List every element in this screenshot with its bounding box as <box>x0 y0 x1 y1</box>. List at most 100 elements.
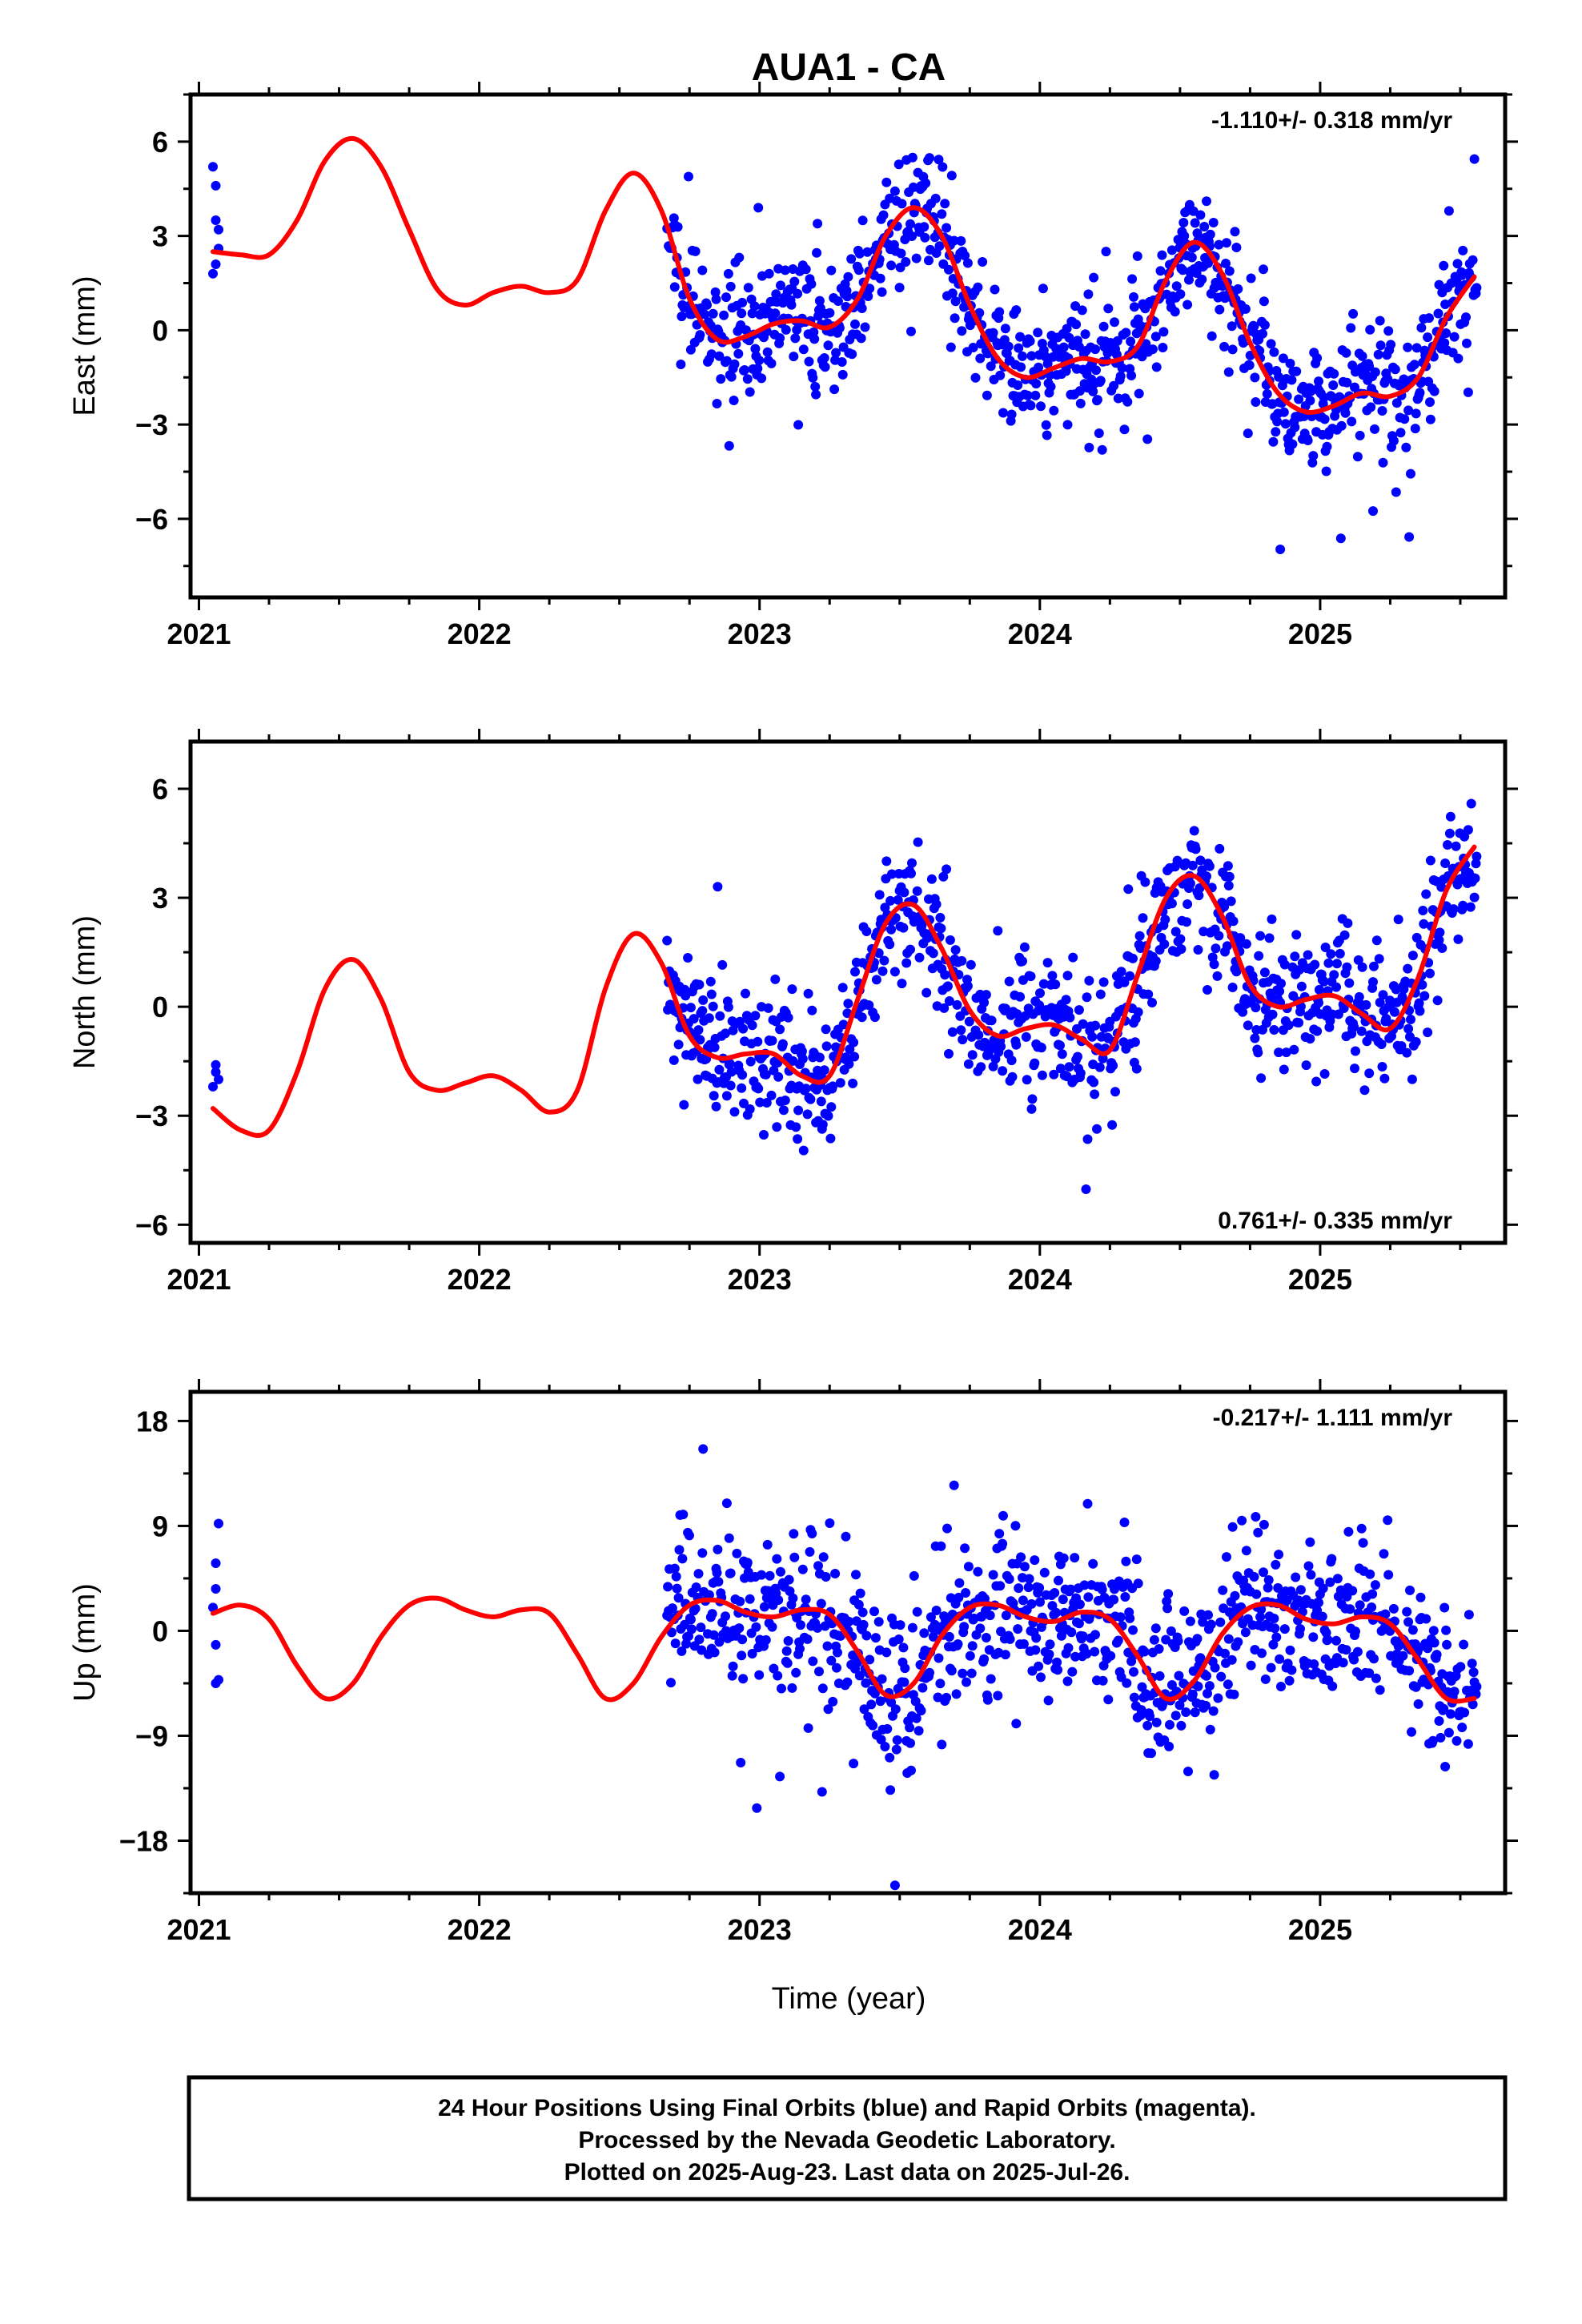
up-data-point <box>1317 1611 1327 1622</box>
up-data-point <box>958 1668 968 1679</box>
north-data-point <box>1281 1047 1291 1058</box>
north-data-point <box>694 979 705 990</box>
north-data-point <box>801 1084 811 1094</box>
up-data-point <box>1251 1512 1261 1522</box>
footer-box: 24 Hour Positions Using Final Orbits (bl… <box>187 2075 1508 2201</box>
up-data-point <box>1162 1603 1173 1614</box>
north-data-point <box>889 967 900 977</box>
north-data-point <box>1267 1009 1278 1019</box>
east-data-point <box>994 307 1005 317</box>
up-data-point <box>817 1787 827 1797</box>
east-data-point <box>896 248 906 259</box>
north-data-point <box>1303 950 1313 960</box>
up-data-point <box>1109 1594 1119 1605</box>
north-data-point <box>1019 942 1030 952</box>
east-data-point <box>1375 316 1385 326</box>
figure-title: AUA1 - CA <box>752 46 946 89</box>
north-data-point <box>1356 1026 1367 1036</box>
east-data-point <box>1071 320 1082 330</box>
north-x-tick-label: 2021 <box>167 1263 231 1296</box>
east-data-point <box>986 361 996 372</box>
up-data-point <box>866 1699 877 1710</box>
up-data-point <box>769 1663 779 1674</box>
north-data-point <box>1364 1068 1375 1079</box>
north-data-point <box>940 970 950 980</box>
up-data-point <box>830 1569 841 1578</box>
east-data-point <box>982 390 992 400</box>
up-data-point <box>1070 1553 1080 1563</box>
east-data-point <box>1030 390 1041 400</box>
up-data-point <box>996 1626 1006 1637</box>
north-data-point <box>721 1028 730 1039</box>
up-data-point <box>1237 1515 1247 1526</box>
east-data-point <box>1244 360 1255 370</box>
up-data-point <box>937 1739 947 1750</box>
north-data-point <box>1326 949 1336 959</box>
east-data-point <box>819 353 829 363</box>
up-data-point <box>954 1592 964 1602</box>
north-data-point <box>709 1042 720 1052</box>
north-data-point <box>1414 998 1424 1008</box>
up-data-point <box>942 1523 952 1534</box>
north-data-point <box>1073 1051 1082 1062</box>
up-data-point <box>211 1678 221 1688</box>
up-data-point <box>1001 1610 1011 1621</box>
north-data-point <box>931 899 942 910</box>
north-data-point <box>1451 841 1461 851</box>
up-data-point <box>727 1671 737 1681</box>
up-data-point <box>1468 1699 1478 1710</box>
east-data-point <box>1424 313 1434 324</box>
north-data-point <box>1238 1007 1248 1017</box>
up-data-point <box>784 1574 794 1585</box>
north-data-point <box>1022 1075 1032 1085</box>
north-data-point <box>780 1096 790 1105</box>
up-data-point <box>1062 1676 1073 1687</box>
up-data-point <box>709 1630 719 1640</box>
east-data-point <box>1287 439 1298 449</box>
up-data-point <box>1327 1681 1338 1691</box>
up-data-point <box>211 1584 221 1594</box>
east-data-point <box>789 352 799 362</box>
north-data-point <box>685 1003 696 1013</box>
up-data-point <box>697 1645 707 1655</box>
east-data-point <box>850 319 860 329</box>
up-data-point <box>1338 1658 1348 1668</box>
up-data-point <box>849 1759 859 1769</box>
up-data-point <box>1054 1575 1063 1586</box>
east-data-point <box>833 296 843 306</box>
east-data-point <box>1439 260 1449 271</box>
north-data-point <box>1027 1094 1038 1104</box>
up-data-point <box>900 1663 910 1674</box>
up-data-point <box>1215 1617 1226 1627</box>
east-data-point <box>1003 341 1014 352</box>
east-plot-area <box>208 135 1482 554</box>
east-data-point <box>930 193 941 203</box>
east-data-point <box>809 334 820 344</box>
east-data-point <box>1016 362 1026 372</box>
east-data-point <box>757 373 767 384</box>
up-data-point <box>1276 1682 1286 1691</box>
north-data-point <box>1396 1041 1407 1051</box>
up-data-point <box>1133 1578 1143 1589</box>
up-x-tick-label: 2022 <box>448 1913 512 1946</box>
up-data-point <box>1314 1598 1323 1608</box>
east-data-point <box>1262 388 1272 399</box>
up-data-point <box>1222 1552 1231 1562</box>
north-data-point <box>1150 956 1161 966</box>
east-data-point <box>771 289 781 300</box>
north-data-point <box>1055 1040 1065 1051</box>
north-data-point <box>1000 1003 1010 1014</box>
east-data-point <box>1025 336 1035 346</box>
north-data-point <box>950 945 961 955</box>
north-x-tick-label: 2024 <box>1008 1263 1072 1296</box>
up-data-point <box>1220 1648 1230 1659</box>
up-data-point <box>1274 1550 1284 1560</box>
north-data-point <box>679 1100 689 1110</box>
up-plot-frame <box>188 1389 1508 1896</box>
up-data-point <box>1176 1720 1186 1731</box>
north-data-point <box>1062 971 1073 981</box>
up-data-point <box>1352 1647 1363 1657</box>
east-data-point <box>853 265 864 275</box>
north-data-point <box>823 1111 833 1121</box>
up-y-axis-label: Up (mm) <box>68 1583 102 1702</box>
